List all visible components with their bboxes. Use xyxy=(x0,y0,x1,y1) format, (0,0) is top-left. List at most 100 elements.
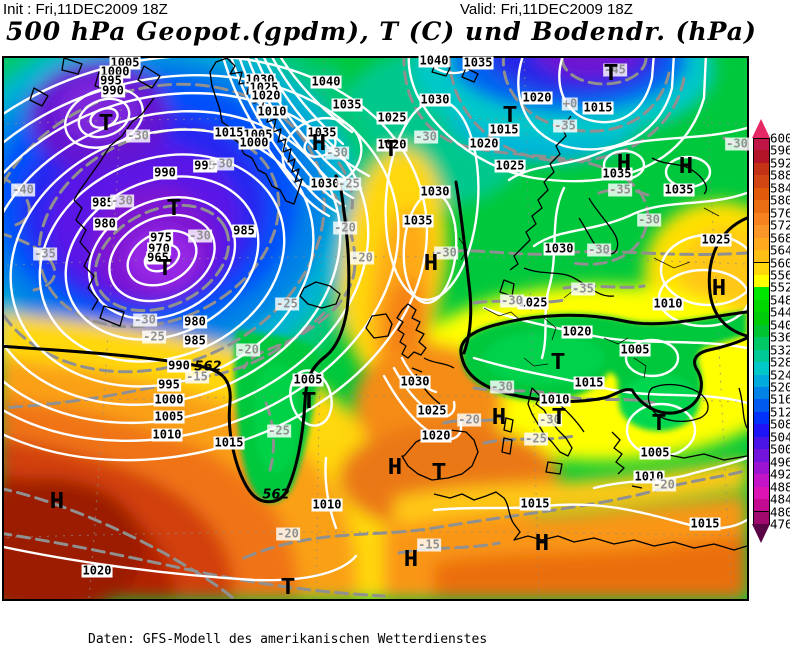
init-time-label: Init : Fri,11DEC2009 18Z xyxy=(3,1,168,18)
pressure-center-marker: H xyxy=(49,489,65,516)
isobar-label: 1030 xyxy=(399,374,431,389)
pressure-center-marker: T xyxy=(431,460,447,487)
colorbar-tick-label: 504 xyxy=(770,429,790,445)
colorbar-tick-label: 508 xyxy=(770,416,790,432)
isobar-label: 990 xyxy=(101,83,125,98)
colorbar-tick-label: 512 xyxy=(770,404,790,420)
isobar-label: 1015 xyxy=(582,100,614,115)
pressure-center-marker: H xyxy=(423,251,439,278)
isobar-label: 1030 xyxy=(419,92,451,107)
isotherm-label: -25 xyxy=(337,176,361,191)
isobar-label: 1010 xyxy=(652,296,684,311)
colorbar-tick-label: 584 xyxy=(770,180,790,196)
isobar-label: 1025 xyxy=(376,110,408,125)
isobar-label: 1020 xyxy=(81,563,113,578)
colorbar-box xyxy=(753,499,770,513)
isotherm-label: -20 xyxy=(652,477,676,492)
isotherm-label: -30 xyxy=(188,228,212,243)
isotherm-label: -30 xyxy=(490,379,514,394)
colorbar-box xyxy=(753,200,770,214)
colorbar-tick-label: 600 xyxy=(770,130,790,146)
colorbar-tick-label: 572 xyxy=(770,217,790,233)
isobar-label: 980 xyxy=(183,314,207,329)
colorbar-box xyxy=(753,374,770,388)
isobar-label: 985 xyxy=(183,333,207,348)
colorbar-tick-label: 536 xyxy=(770,329,790,345)
colorbar-tick-label: 548 xyxy=(770,292,790,308)
isotherm-label: -25 xyxy=(524,431,548,446)
isobar-label: 1010 xyxy=(256,104,288,119)
isotherm-label: -30 xyxy=(587,242,611,257)
isobar-label: 995 xyxy=(157,377,181,392)
isotherm-label: -30 xyxy=(210,156,234,171)
isotherm-label: -30 xyxy=(414,129,438,144)
colorbar-box xyxy=(753,436,770,451)
colorbar-tick-label: 576 xyxy=(770,205,790,221)
pressure-center-marker: T xyxy=(383,137,399,164)
colorbar-box xyxy=(753,262,770,276)
isobar-label: 990 xyxy=(153,165,177,180)
pressure-center-marker: H xyxy=(711,276,727,303)
isobar-label: 1030 xyxy=(543,241,575,256)
colorbar-tick-label: 484 xyxy=(770,491,790,507)
colorbar-tick-label: 532 xyxy=(770,342,790,358)
isobar-label: 1025 xyxy=(416,403,448,418)
colorbar-tick-label: 568 xyxy=(770,230,790,246)
footer-source: Daten: GFS-Modell des amerikanischen Wet… xyxy=(88,632,488,647)
isobar-label: 1020 xyxy=(468,136,500,151)
colorbar-arrow-top xyxy=(752,119,770,138)
isobar-label: 1025 xyxy=(517,295,549,310)
colorbar-box xyxy=(753,299,770,314)
isobar-label: 1020 xyxy=(521,90,553,105)
pressure-center-marker: H xyxy=(616,151,632,178)
isobar-label: 1035 xyxy=(402,213,434,228)
isobar-label: 985 xyxy=(232,223,256,238)
pressure-center-marker: T xyxy=(502,103,518,130)
colorbar-box xyxy=(753,162,770,177)
colorbar-tick-label: 492 xyxy=(770,466,790,482)
colorbar-tick-label: 556 xyxy=(770,267,790,283)
colorbar-box xyxy=(753,474,770,488)
colorbar-tick-label: 552 xyxy=(770,279,790,295)
isobar-label: 1020 xyxy=(250,88,282,103)
isobar-label: 1035 xyxy=(663,182,695,197)
isotherm-label: -30 xyxy=(110,193,134,208)
colorbar-tick-label: 516 xyxy=(770,391,790,407)
footer-credits: Daten: GFS-Modell des amerikanischen Wet… xyxy=(88,601,487,648)
isotherm-label: -35 xyxy=(608,182,632,197)
colorbar-box xyxy=(753,461,770,476)
isotherm-label: -15 xyxy=(185,369,209,384)
pressure-center-marker: T xyxy=(603,61,619,88)
isobar-label: 1000 xyxy=(153,392,185,407)
valid-time-label: Valid: Fri,11DEC2009 18Z xyxy=(460,1,633,18)
isotherm-label: -40 xyxy=(11,182,35,197)
isotherm-label: -30 xyxy=(725,136,749,151)
pressure-center-marker: H xyxy=(678,154,694,181)
isotherm-label: -20 xyxy=(457,412,481,427)
isotherm-label: -20 xyxy=(276,526,300,541)
colorbar-arrow-bottom xyxy=(752,523,770,543)
isotherm-label: -30 xyxy=(500,293,524,308)
pressure-center-marker: T xyxy=(301,389,317,416)
colorbar-tick-label: 528 xyxy=(770,354,790,370)
isotherm-label: -25 xyxy=(275,296,299,311)
pressure-center-marker: T xyxy=(98,111,114,138)
colorbar-tick-label: 564 xyxy=(770,242,790,258)
coastlines xyxy=(29,58,747,551)
isobar-label: 1020 xyxy=(376,137,408,152)
colorbar-box xyxy=(753,349,770,364)
isobar-label: 1035 xyxy=(306,125,338,140)
isotherm-label: -35 xyxy=(571,281,595,296)
colorbar-box xyxy=(753,337,770,351)
isobar-label: 1030 xyxy=(309,176,341,191)
colorbar-box xyxy=(753,399,770,413)
colorbar-tick-label: 496 xyxy=(770,454,790,470)
pressure-center-marker: T xyxy=(280,575,296,602)
isotherm-label: -30 xyxy=(434,245,458,260)
isobar-label: 1005 xyxy=(639,445,671,460)
isobar-label: 1025 xyxy=(494,158,526,173)
isotherm-label: -20 xyxy=(236,342,260,357)
isotherm-label: -35 xyxy=(553,118,577,133)
colorbar-tick-label: 560 xyxy=(770,255,790,270)
